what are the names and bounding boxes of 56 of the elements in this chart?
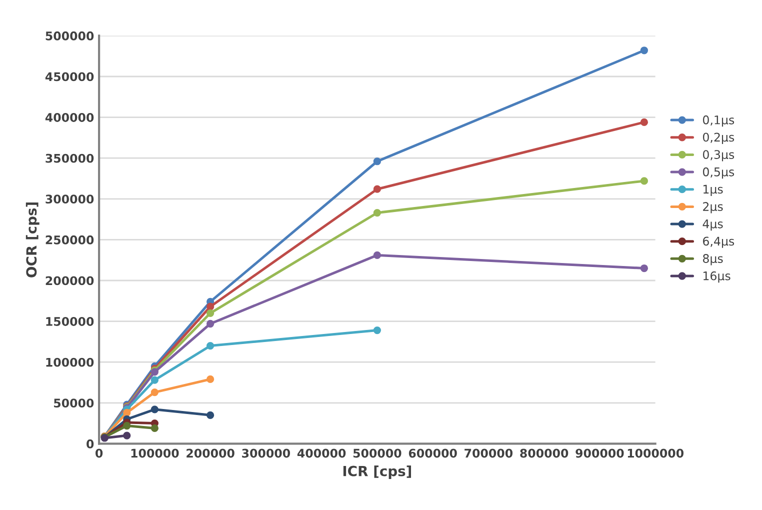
- y-tick-label: 350000: [46, 154, 94, 163]
- y-tick-label: 200000: [46, 276, 94, 286]
- point: [123, 408, 131, 417]
- x-tick-label: 1000000: [628, 448, 684, 458]
- x-axis-title: ICR [cps]: [343, 466, 412, 479]
- x-tick-label: 700000: [464, 448, 513, 458]
- point: [373, 208, 382, 217]
- y-tick-label: 400000: [45, 113, 94, 122]
- point: [206, 320, 214, 328]
- point: [640, 46, 648, 54]
- point: [206, 302, 214, 310]
- legend-label: 0,5µs: [702, 167, 734, 179]
- legend-label: 0,2µs: [702, 132, 734, 144]
- x-tick-label: 100000: [131, 448, 179, 458]
- x-tick-label: 800000: [520, 448, 568, 458]
- point: [206, 309, 214, 317]
- x-tick-label: 900000: [576, 448, 624, 458]
- x-tick-label: 500000: [353, 448, 402, 458]
- y-tick-label: 0: [86, 439, 94, 448]
- point: [640, 118, 648, 126]
- point: [640, 177, 648, 185]
- legend-label: 0,1µs: [702, 115, 734, 127]
- point: [373, 251, 382, 260]
- y-tick-label: 100000: [46, 358, 94, 367]
- x-tick-label: 300000: [242, 448, 290, 458]
- point: [150, 376, 159, 384]
- point: [150, 388, 159, 396]
- y-tick-label: 50000: [54, 398, 94, 408]
- point: [373, 185, 382, 193]
- legend-label: 0,3µs: [702, 150, 734, 162]
- legend-label: 8µs: [703, 254, 723, 266]
- point: [640, 264, 648, 272]
- x-tick-label: 200000: [186, 448, 234, 458]
- legend-label: 6,4µs: [703, 236, 734, 248]
- point: [150, 406, 159, 414]
- legend-label: 4µs: [702, 220, 723, 231]
- y-axis-title: OCR [cps]: [26, 202, 40, 278]
- point: [206, 375, 214, 384]
- legend-label: 1µs: [704, 184, 723, 196]
- y-tick-label: 300000: [46, 194, 94, 204]
- y-tick-label: 450000: [45, 72, 94, 82]
- point: [150, 424, 159, 432]
- x-tick-label: 400000: [297, 448, 346, 458]
- legend-label: 2µs: [703, 202, 723, 214]
- point: [206, 342, 214, 350]
- point: [123, 422, 131, 430]
- x-tick-label: 0: [96, 448, 103, 458]
- point: [206, 411, 214, 419]
- x-tick-label: 600000: [408, 448, 457, 458]
- y-tick-label: 250000: [46, 235, 94, 244]
- y-tick-label: 500000: [46, 31, 94, 40]
- point: [373, 326, 382, 334]
- point: [123, 432, 131, 440]
- y-tick-label: 150000: [46, 317, 94, 326]
- point: [373, 158, 382, 166]
- legend-label: 16µs: [704, 271, 730, 283]
